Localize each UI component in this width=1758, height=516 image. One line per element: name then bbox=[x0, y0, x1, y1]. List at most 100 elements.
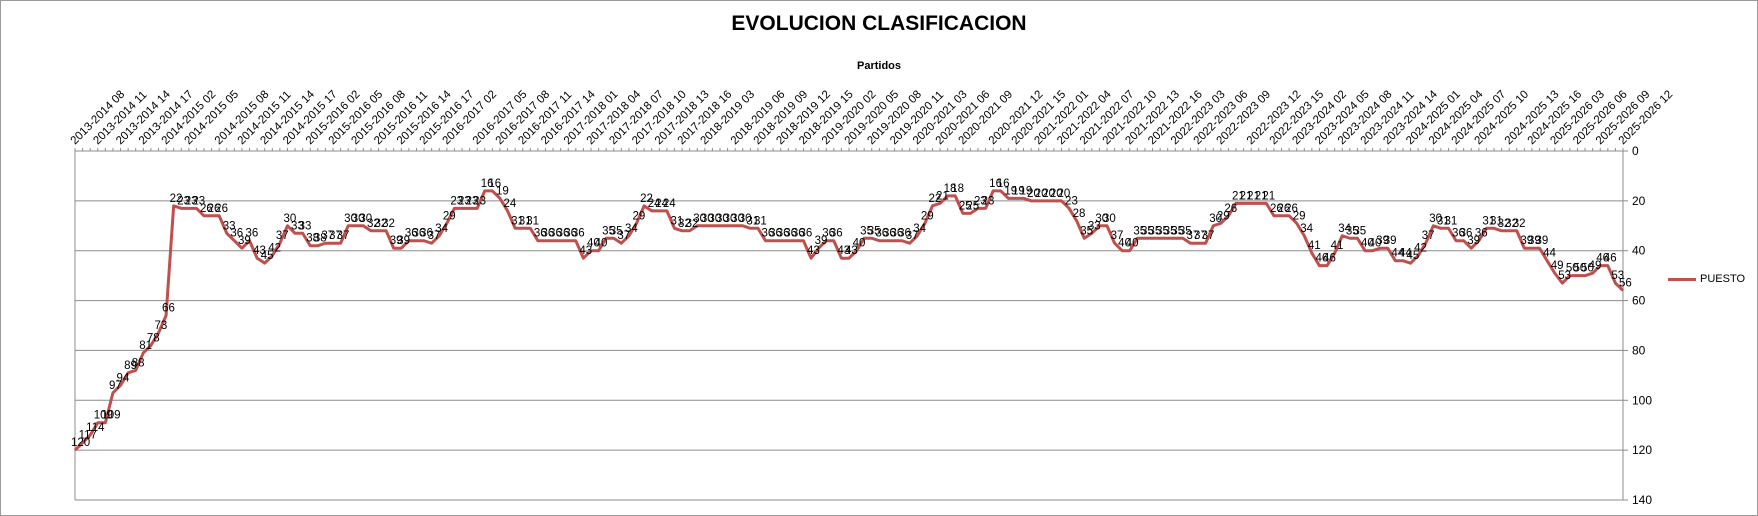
data-label: 21 bbox=[1240, 190, 1253, 202]
data-label: 37 bbox=[1111, 230, 1124, 242]
data-label: 35 bbox=[1346, 225, 1359, 237]
data-label: 30 bbox=[731, 213, 744, 225]
data-label: 24 bbox=[655, 198, 668, 210]
data-label: 31 bbox=[746, 215, 759, 227]
data-label: 36 bbox=[564, 228, 577, 240]
data-label: 109 bbox=[101, 410, 120, 422]
data-label: 30 bbox=[1429, 213, 1442, 225]
data-label: 36 bbox=[405, 228, 418, 240]
data-label: 20 bbox=[1057, 188, 1070, 200]
series-puesto bbox=[73, 189, 1625, 452]
data-label: 89 bbox=[124, 360, 137, 372]
data-label: 21 bbox=[1262, 190, 1275, 202]
data-label: 24 bbox=[504, 198, 517, 210]
data-label: 21 bbox=[1255, 190, 1268, 202]
legend-label-puesto: PUESTO bbox=[1700, 273, 1746, 285]
data-label: 46 bbox=[1596, 253, 1609, 265]
data-label: 16 bbox=[997, 178, 1010, 190]
data-label: 30 bbox=[739, 213, 752, 225]
data-label: 30 bbox=[359, 213, 372, 225]
data-label: 30 bbox=[724, 213, 737, 225]
data-label: 32 bbox=[367, 218, 380, 230]
data-label: 18 bbox=[951, 183, 964, 195]
data-label: 30 bbox=[283, 213, 296, 225]
data-label: 18 bbox=[944, 183, 957, 195]
data-label: 37 bbox=[1186, 230, 1199, 242]
data-label: 36 bbox=[898, 228, 911, 240]
data-label: 36 bbox=[549, 228, 562, 240]
series-line-puesto bbox=[73, 189, 1625, 452]
data-label: 26 bbox=[215, 203, 228, 215]
data-label: 26 bbox=[208, 203, 221, 215]
data-label: 23 bbox=[982, 195, 995, 207]
data-label: 38 bbox=[306, 233, 319, 245]
y-tick-label-120: 120 bbox=[1632, 443, 1652, 457]
data-label: 32 bbox=[678, 218, 691, 230]
data-label: 22 bbox=[928, 193, 941, 205]
data-label: 39 bbox=[1384, 235, 1397, 247]
data-label: 35 bbox=[1164, 225, 1177, 237]
data-label: 36 bbox=[246, 228, 259, 240]
data-label: 36 bbox=[572, 228, 585, 240]
data-label: 32 bbox=[1498, 218, 1511, 230]
data-label: 120 bbox=[71, 437, 90, 449]
y-tick-label-140: 140 bbox=[1632, 493, 1652, 507]
data-label: 32 bbox=[375, 218, 388, 230]
data-label: 29 bbox=[443, 210, 456, 222]
data-label: 41 bbox=[1331, 240, 1344, 252]
data-label: 23 bbox=[185, 195, 198, 207]
data-label: 40 bbox=[1118, 238, 1131, 250]
data-label: 33 bbox=[291, 220, 304, 232]
data-label: 36 bbox=[1460, 228, 1473, 240]
data-label: 40 bbox=[587, 238, 600, 250]
data-label: 23 bbox=[974, 195, 987, 207]
axes bbox=[74, 148, 1628, 501]
data-label: 23 bbox=[466, 195, 479, 207]
data-label: 78 bbox=[147, 332, 160, 344]
gridlines bbox=[75, 150, 1623, 501]
data-label: 40 bbox=[595, 238, 608, 250]
data-labels: 1201171141091099794898881787366222323232… bbox=[71, 178, 1632, 449]
data-label: 36 bbox=[534, 228, 547, 240]
data-label: 39 bbox=[238, 235, 251, 247]
data-label: 44 bbox=[1391, 248, 1404, 260]
y-tick-label-20: 20 bbox=[1632, 194, 1646, 208]
data-label: 37 bbox=[1422, 230, 1435, 242]
data-label: 35 bbox=[1179, 225, 1192, 237]
y-tick-label-100: 100 bbox=[1632, 393, 1652, 407]
data-label: 36 bbox=[792, 228, 805, 240]
y-tick-label-80: 80 bbox=[1632, 343, 1646, 357]
data-label: 36 bbox=[1452, 228, 1465, 240]
data-label: 16 bbox=[488, 178, 501, 190]
data-label: 22 bbox=[640, 193, 653, 205]
data-label: 37 bbox=[1202, 230, 1215, 242]
data-label: 24 bbox=[663, 198, 676, 210]
data-label: 37 bbox=[617, 230, 630, 242]
data-label: 29 bbox=[633, 210, 646, 222]
data-label: 49 bbox=[1589, 260, 1602, 272]
data-label: 39 bbox=[397, 235, 410, 247]
data-label: 26 bbox=[1285, 203, 1298, 215]
data-label: 23 bbox=[177, 195, 190, 207]
data-label: 109 bbox=[94, 410, 113, 422]
data-label: 30 bbox=[352, 213, 365, 225]
data-label: 46 bbox=[1604, 253, 1617, 265]
data-label: 33 bbox=[1088, 220, 1101, 232]
data-label: 39 bbox=[1467, 235, 1480, 247]
data-label: 40 bbox=[853, 238, 866, 250]
data-label: 19 bbox=[1004, 185, 1017, 197]
data-label: 31 bbox=[670, 215, 683, 227]
data-label: 30 bbox=[344, 213, 357, 225]
data-label: 20 bbox=[1035, 188, 1048, 200]
data-label: 39 bbox=[1536, 235, 1549, 247]
data-label: 46 bbox=[1315, 253, 1328, 265]
data-label: 33 bbox=[223, 220, 236, 232]
data-label: 37 bbox=[337, 230, 350, 242]
data-label: 50 bbox=[1581, 263, 1594, 275]
data-label: 35 bbox=[1171, 225, 1184, 237]
data-label: 36 bbox=[891, 228, 904, 240]
data-label: 26 bbox=[1278, 203, 1291, 215]
data-label: 88 bbox=[132, 357, 145, 369]
data-label: 29 bbox=[1293, 210, 1306, 222]
